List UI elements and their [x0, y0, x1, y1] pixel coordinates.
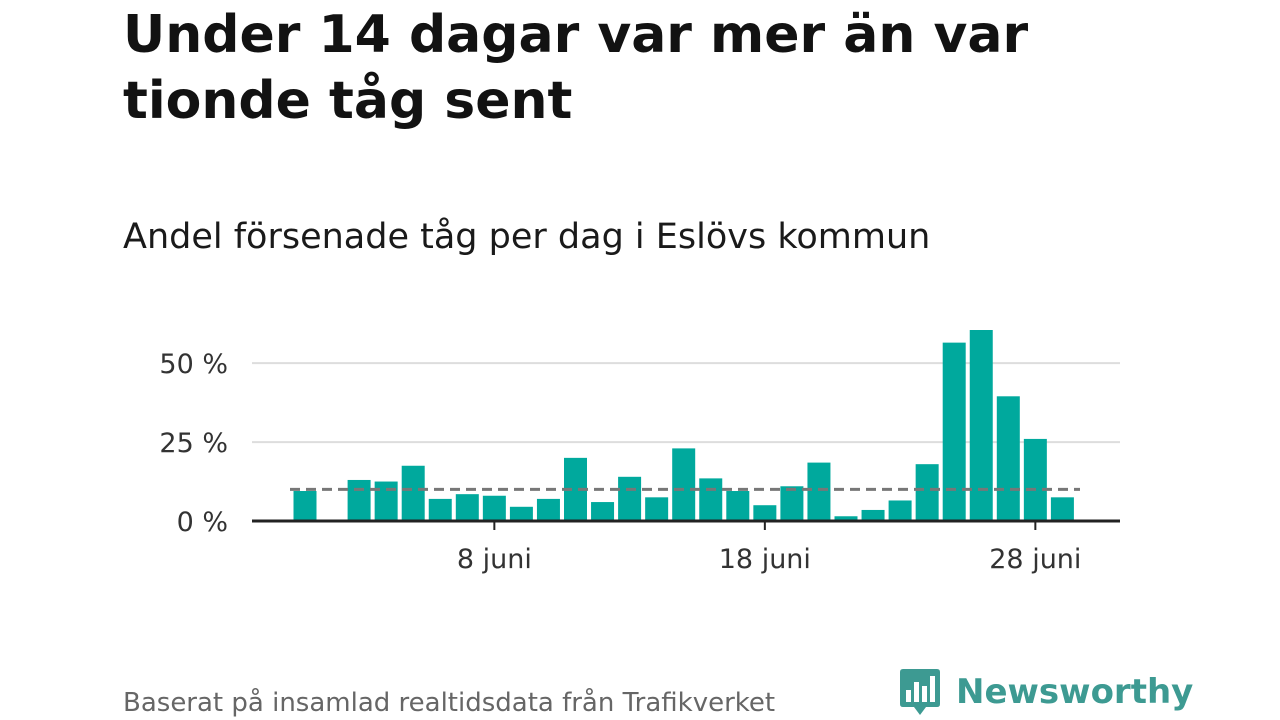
bar	[969, 330, 993, 521]
chart-title: Under 14 dagar var mer än var tionde tåg…	[123, 5, 1029, 131]
bar	[834, 516, 858, 521]
bar	[780, 486, 804, 521]
x-tick-label: 18 juni	[719, 544, 811, 575]
x-tick-label: 28 juni	[989, 544, 1081, 575]
bar	[536, 498, 560, 521]
bar	[753, 505, 777, 521]
newsworthy-logo: Newsworthy	[900, 668, 1193, 716]
bar	[591, 502, 615, 521]
bar	[428, 498, 452, 521]
x-tick-label: 8 juni	[457, 544, 532, 575]
bar-chart-speech-bubble-icon	[900, 669, 940, 715]
bar	[564, 457, 587, 521]
y-tick-label: 0 %	[177, 507, 228, 538]
y-tick-label: 25 %	[159, 428, 228, 459]
bar	[861, 509, 885, 521]
bar	[726, 491, 750, 521]
bar	[1023, 438, 1047, 521]
y-tick-labels: 0 % 25 % 50 %	[159, 349, 228, 538]
bar-chart: 0 % 25 % 50 % 8 juni 18 juni 28 juni	[159, 330, 1120, 575]
bar	[293, 491, 317, 521]
bar	[509, 506, 533, 521]
bar	[1050, 497, 1074, 521]
x-tick-labels: 8 juni 18 juni 28 juni	[457, 521, 1081, 575]
chart-subtitle: Andel försenade tåg per dag i Eslövs kom…	[123, 217, 931, 257]
source-note: Baserat på insamlad realtidsdata från Tr…	[123, 688, 776, 718]
logo-text: Newsworthy	[956, 672, 1194, 712]
bar	[401, 465, 425, 521]
bar	[942, 342, 966, 521]
bar	[618, 476, 642, 521]
bar	[347, 479, 371, 521]
bar	[888, 500, 912, 521]
bar	[672, 448, 696, 521]
bar	[374, 481, 398, 521]
bar	[455, 494, 479, 521]
bar	[807, 462, 831, 521]
bar	[996, 396, 1020, 521]
bar	[699, 478, 723, 521]
bars	[293, 330, 1074, 521]
bar	[915, 464, 939, 521]
y-tick-label: 50 %	[159, 349, 228, 380]
bar	[645, 497, 669, 521]
bar	[482, 495, 506, 521]
